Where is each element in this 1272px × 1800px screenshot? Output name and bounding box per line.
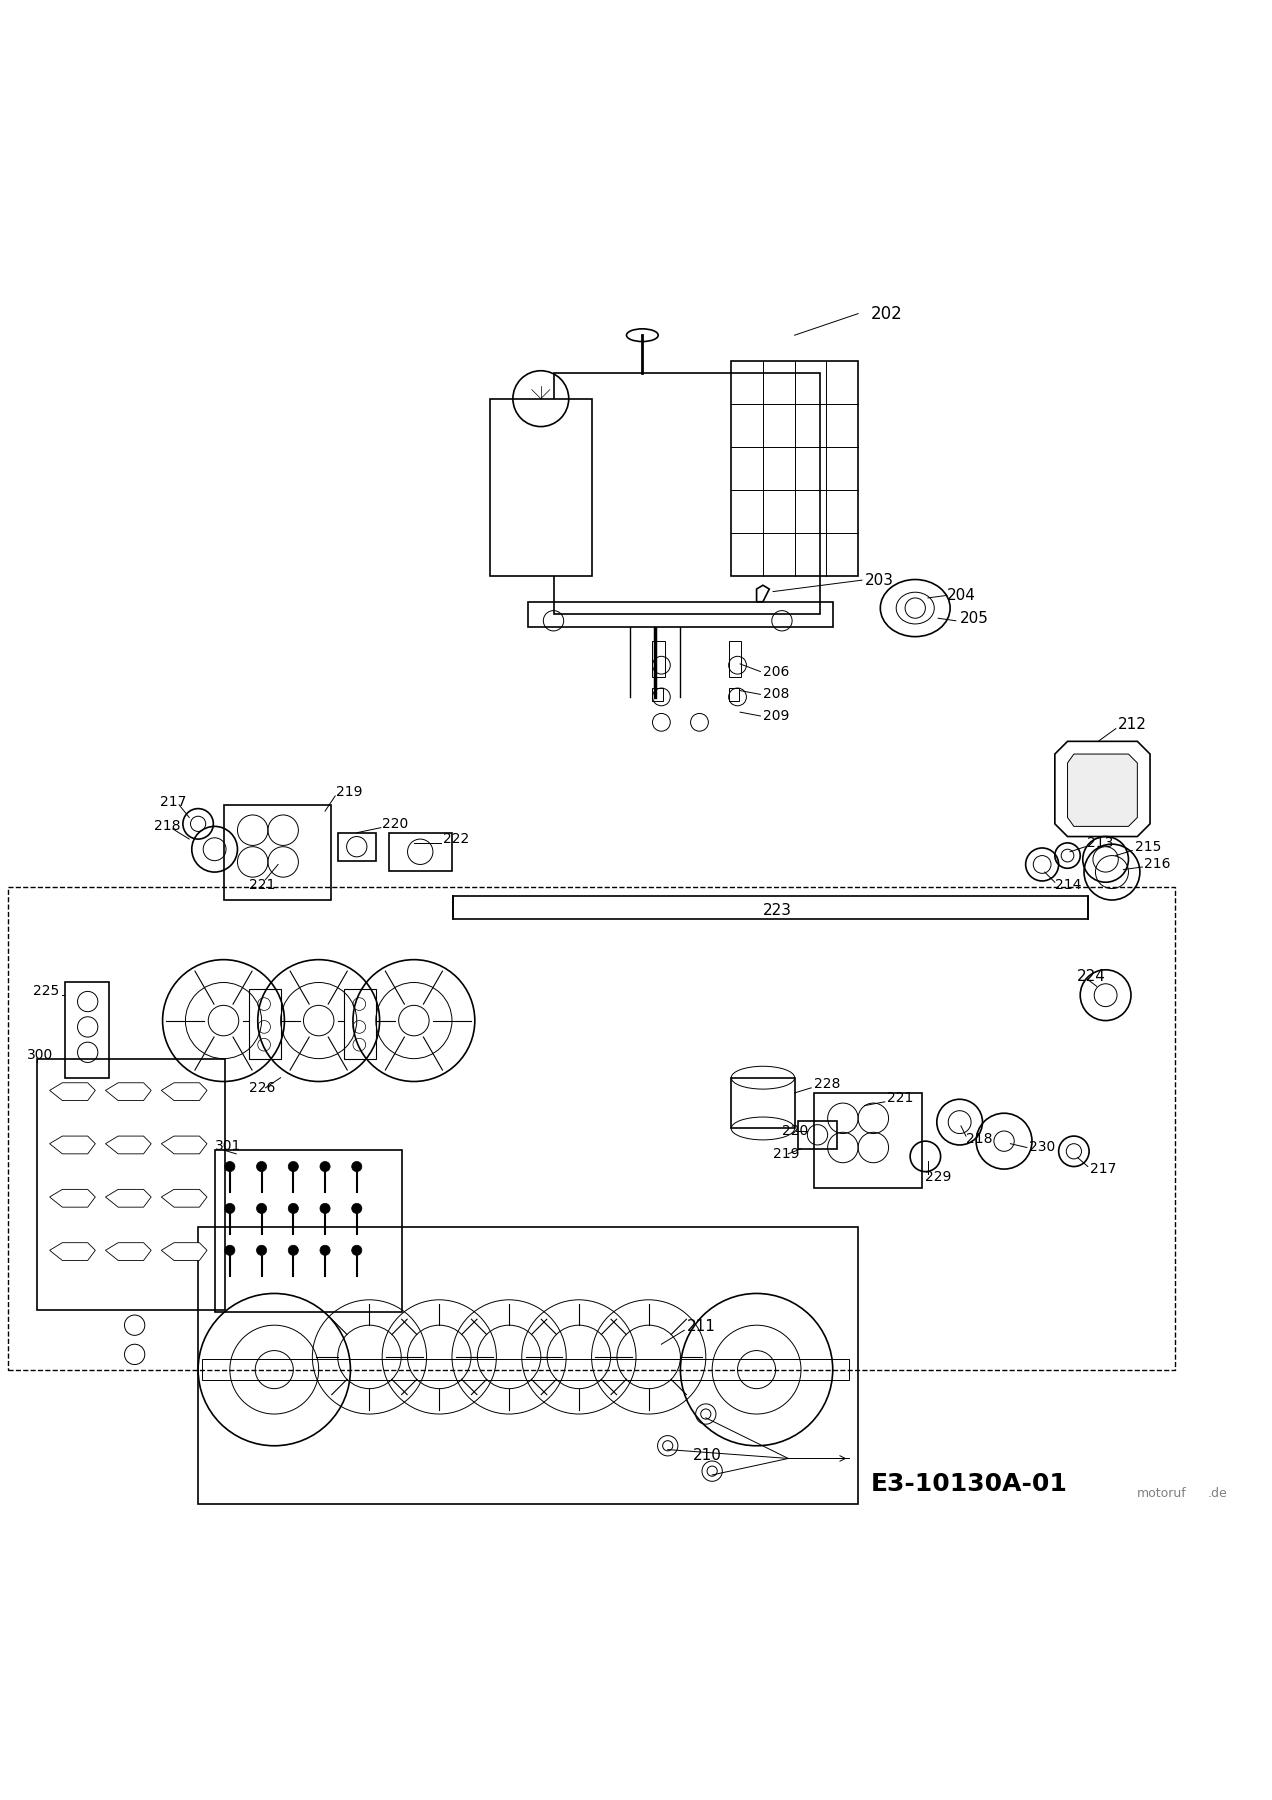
Bar (215, 1150, 402, 1312)
Bar (814, 1093, 922, 1188)
Text: 221: 221 (888, 1091, 913, 1105)
Text: 219: 219 (773, 1147, 800, 1161)
Polygon shape (162, 1084, 207, 1100)
Text: 221: 221 (249, 878, 275, 891)
Text: 300: 300 (27, 1048, 53, 1062)
Polygon shape (162, 1136, 207, 1154)
Text: 229: 229 (926, 1170, 951, 1184)
Text: 225: 225 (33, 985, 60, 999)
Bar (553, 373, 820, 614)
Text: 301: 301 (215, 1139, 240, 1154)
Text: .de: .de (1207, 1487, 1227, 1501)
Polygon shape (1054, 742, 1150, 837)
Circle shape (225, 1246, 235, 1255)
Bar (653, 688, 663, 700)
Bar (198, 1228, 859, 1505)
Bar (388, 833, 452, 871)
Bar (338, 833, 375, 860)
Text: 218: 218 (154, 819, 181, 833)
Text: 205: 205 (959, 610, 988, 626)
Polygon shape (528, 601, 833, 626)
Circle shape (321, 1246, 331, 1255)
Text: 202: 202 (871, 304, 903, 322)
Text: 223: 223 (763, 902, 792, 918)
Polygon shape (490, 398, 591, 576)
Bar (729, 688, 739, 700)
Polygon shape (50, 1242, 95, 1260)
Text: 222: 222 (443, 832, 469, 846)
Text: E3-10130A-01: E3-10130A-01 (871, 1472, 1067, 1496)
Polygon shape (162, 1190, 207, 1208)
Bar (653, 641, 665, 677)
Bar (731, 1078, 795, 1129)
Circle shape (289, 1246, 299, 1255)
Text: 204: 204 (946, 589, 976, 603)
Polygon shape (106, 1084, 151, 1100)
Bar (202, 1359, 850, 1381)
Circle shape (257, 1246, 267, 1255)
Circle shape (321, 1161, 331, 1172)
Text: 214: 214 (1054, 878, 1081, 891)
Text: 213: 213 (1086, 835, 1113, 850)
Circle shape (225, 1204, 235, 1213)
Polygon shape (106, 1136, 151, 1154)
Bar (224, 805, 332, 900)
Text: 217: 217 (1090, 1163, 1117, 1175)
Text: 220: 220 (782, 1123, 808, 1138)
Text: 210: 210 (693, 1449, 722, 1463)
Bar (731, 360, 859, 576)
Text: 226: 226 (249, 1080, 275, 1094)
Text: 228: 228 (814, 1076, 840, 1091)
Polygon shape (249, 988, 281, 1058)
Text: 209: 209 (763, 709, 790, 724)
Polygon shape (757, 585, 770, 601)
Text: motoruf: motoruf (1137, 1487, 1187, 1501)
Polygon shape (106, 1190, 151, 1208)
Circle shape (321, 1204, 331, 1213)
Polygon shape (162, 1242, 207, 1260)
Bar (453, 896, 1088, 920)
Polygon shape (1067, 754, 1137, 826)
Circle shape (351, 1161, 361, 1172)
Polygon shape (65, 983, 109, 1078)
Circle shape (289, 1161, 299, 1172)
Polygon shape (345, 988, 375, 1058)
Circle shape (289, 1204, 299, 1213)
Text: 203: 203 (865, 572, 893, 587)
Circle shape (257, 1204, 267, 1213)
Polygon shape (50, 1190, 95, 1208)
Circle shape (225, 1161, 235, 1172)
Text: 217: 217 (160, 796, 187, 810)
Text: 218: 218 (965, 1132, 992, 1145)
Text: 230: 230 (1029, 1141, 1056, 1154)
Text: 212: 212 (1118, 718, 1147, 733)
Circle shape (257, 1161, 267, 1172)
Polygon shape (106, 1242, 151, 1260)
Text: 208: 208 (763, 688, 790, 702)
Bar (8, 887, 1175, 1370)
Text: 219: 219 (337, 785, 363, 799)
Bar (37, 1058, 225, 1310)
Bar (729, 641, 742, 677)
Text: 216: 216 (1144, 857, 1170, 871)
Circle shape (351, 1246, 361, 1255)
Circle shape (351, 1204, 361, 1213)
Text: 206: 206 (763, 664, 790, 679)
Text: 224: 224 (1076, 968, 1105, 983)
Text: 215: 215 (1135, 839, 1161, 853)
Bar (799, 1121, 837, 1148)
Polygon shape (50, 1084, 95, 1100)
Text: 211: 211 (687, 1319, 716, 1334)
Text: 220: 220 (382, 817, 408, 832)
Polygon shape (50, 1136, 95, 1154)
